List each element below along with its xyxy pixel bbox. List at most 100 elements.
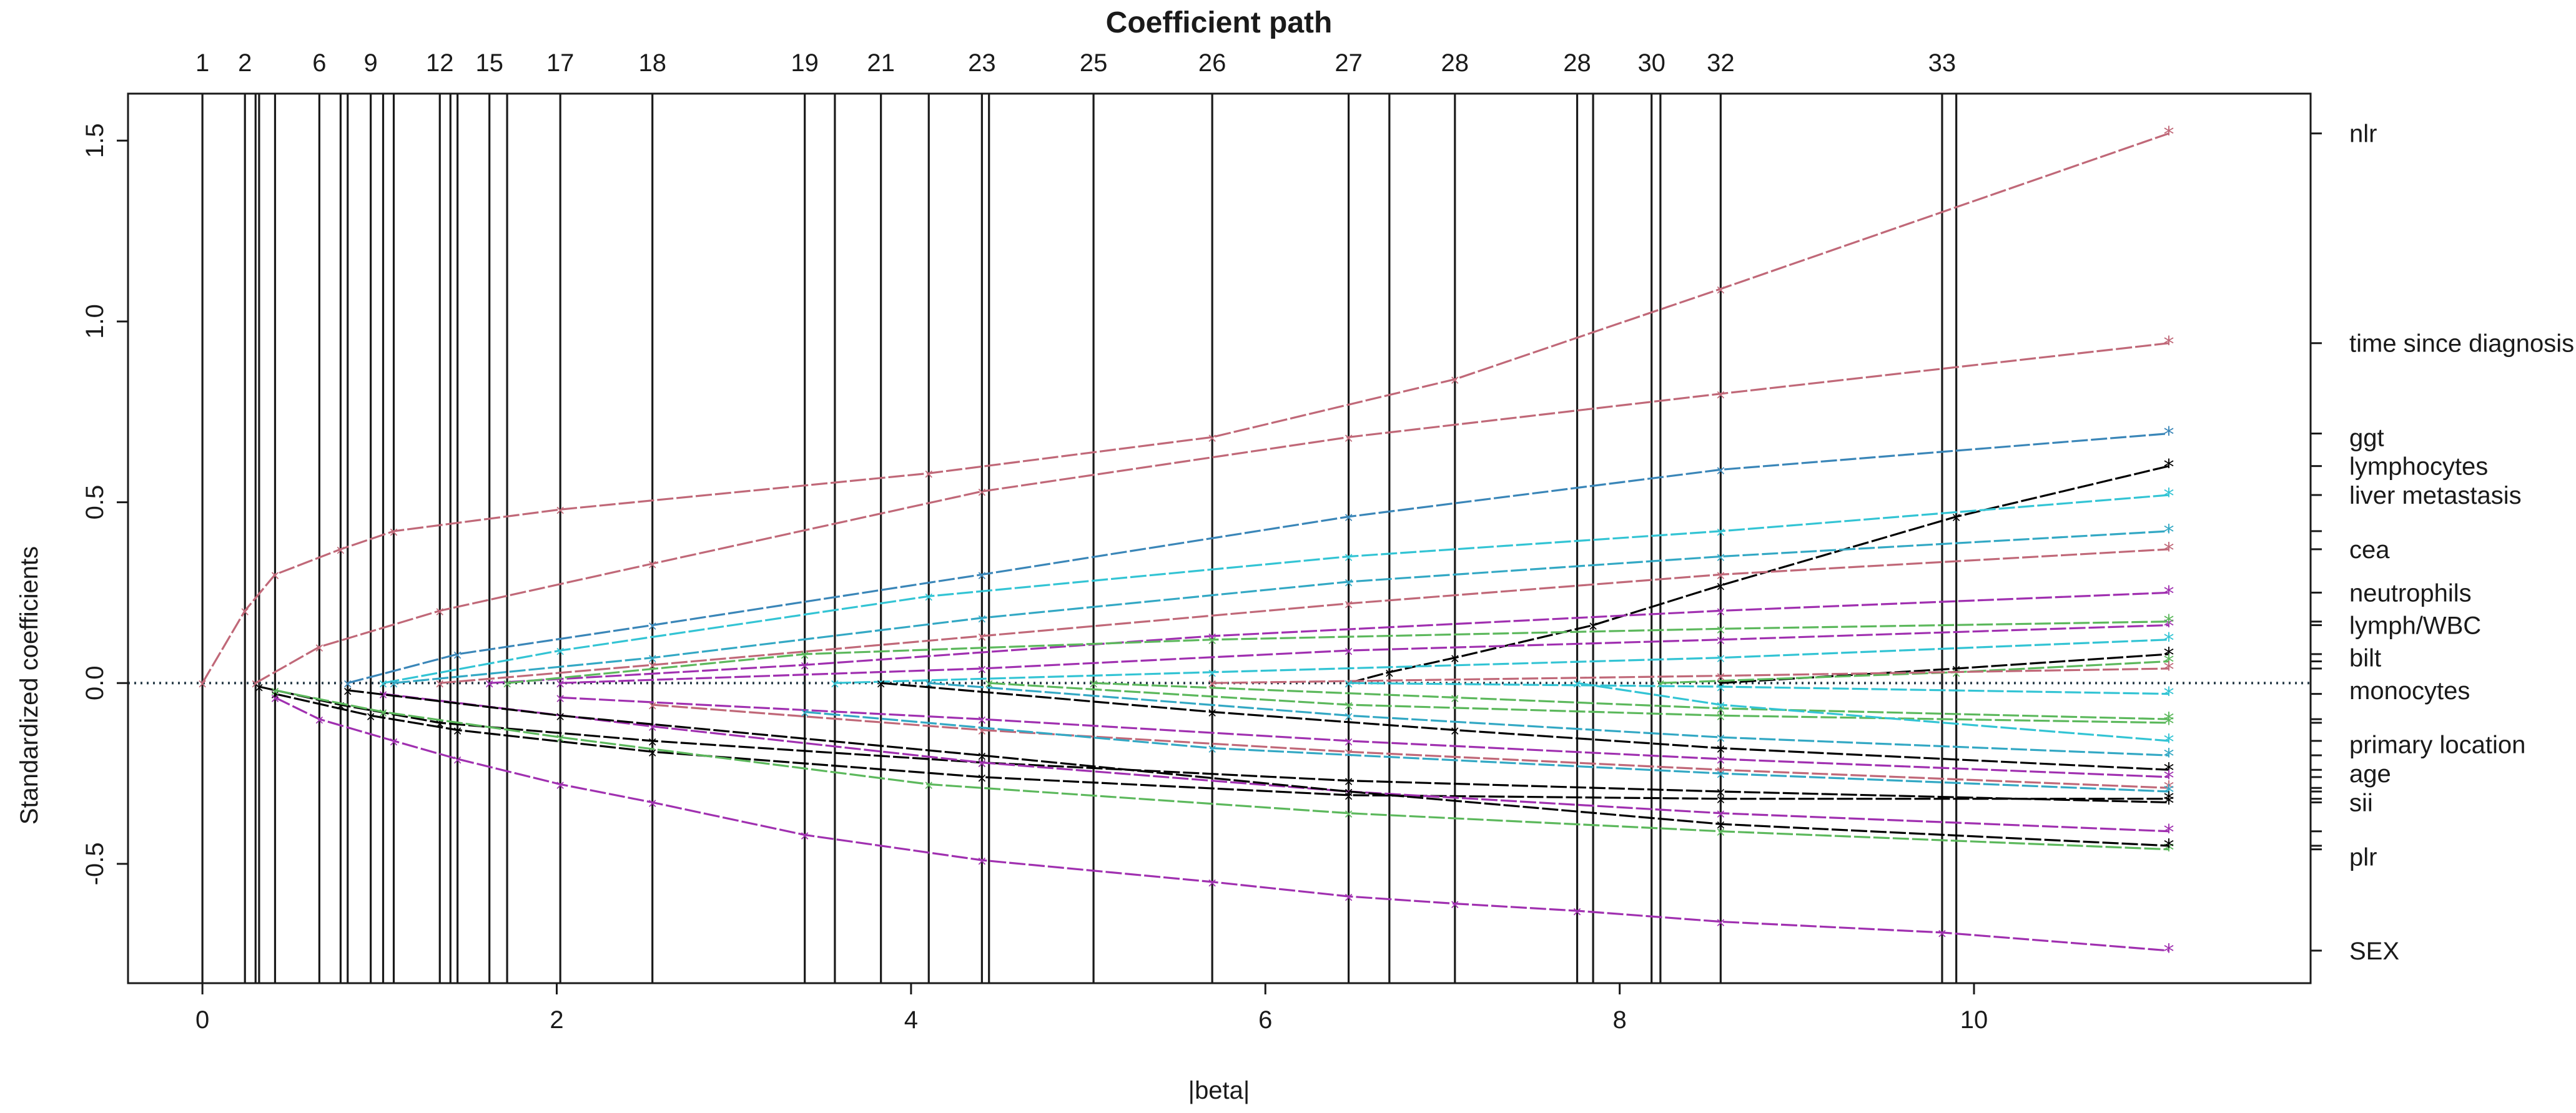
data-point: × — [830, 676, 841, 691]
step-annotation: 1 — [195, 49, 209, 77]
data-point: * — [2164, 629, 2174, 654]
data-point: * — [2164, 484, 2174, 509]
data-point: * — [2164, 455, 2174, 480]
data-point: × — [924, 777, 934, 792]
data-point: × — [555, 676, 566, 691]
variable-label: nlr — [2349, 120, 2377, 148]
data-point: × — [977, 748, 987, 763]
data-point: × — [1207, 741, 1218, 756]
data-point: × — [1715, 752, 1726, 767]
data-point: × — [1449, 690, 1460, 705]
data-point: × — [452, 647, 463, 662]
data-point: × — [1449, 897, 1460, 912]
step-lines — [201, 94, 1958, 983]
data-point: × — [1715, 785, 1726, 800]
data-point: × — [1715, 651, 1726, 666]
data-point: * — [2164, 766, 2174, 791]
series-line-lymph-wbc — [560, 624, 2169, 684]
data-point: × — [555, 503, 566, 517]
y-tick-label: 0.0 — [81, 665, 109, 700]
data-point: × — [1715, 680, 1726, 695]
data-point: × — [1207, 633, 1218, 648]
data-point: * — [2164, 820, 2174, 845]
x-tick-label: 0 — [195, 1006, 209, 1034]
data-point: * — [2164, 791, 2174, 816]
data-point: × — [1207, 665, 1218, 680]
data-point: × — [1715, 708, 1726, 723]
data-point: × — [977, 770, 987, 785]
step-annotation: 19 — [791, 49, 819, 77]
data-point: × — [799, 647, 810, 662]
data-point: × — [977, 712, 987, 727]
data-point: × — [1343, 510, 1354, 525]
data-point: × — [1207, 430, 1218, 445]
series-line-unlabeled — [1212, 667, 2169, 684]
step-annotation: 27 — [1335, 49, 1363, 77]
data-point: × — [647, 795, 658, 810]
data-point: × — [1715, 669, 1726, 684]
data-point: × — [1715, 387, 1726, 402]
data-point: × — [1715, 579, 1726, 594]
data-point: × — [1715, 817, 1726, 832]
data-point: × — [799, 705, 810, 720]
series-line-unlabeled — [804, 710, 2169, 793]
series-line-unlabeled — [834, 639, 2169, 684]
series-line-neutrophils — [489, 591, 2169, 684]
data-point: × — [977, 853, 987, 868]
data-point: * — [2164, 683, 2174, 708]
data-point: × — [1343, 575, 1354, 590]
data-point: × — [1088, 676, 1099, 691]
data-point: × — [1343, 597, 1354, 612]
variable-label: sii — [2349, 789, 2373, 816]
data-point: × — [1715, 792, 1726, 807]
series-line-sex — [274, 696, 2169, 952]
data-point: × — [1343, 745, 1354, 760]
data-point: × — [1343, 708, 1354, 723]
data-point: × — [314, 712, 325, 727]
step-annotation: 30 — [1637, 49, 1666, 77]
y-tick-label: -0.5 — [81, 842, 109, 885]
data-point: * — [2164, 581, 2174, 606]
data-point: × — [1343, 734, 1354, 749]
data-point: * — [2164, 610, 2174, 635]
data-point: × — [799, 658, 810, 673]
data-point: * — [2164, 712, 2174, 737]
x-axis-label: |beta| — [1188, 1077, 1250, 1104]
data-point: × — [647, 557, 658, 572]
data-point: × — [1343, 676, 1354, 691]
data-point: × — [197, 676, 208, 691]
data-point: * — [2164, 122, 2174, 147]
variable-label: lymph/WBC — [2349, 612, 2481, 640]
data-point: * — [2164, 657, 2174, 682]
data-point: × — [1715, 741, 1726, 756]
data-point: × — [977, 723, 987, 738]
data-point: × — [977, 662, 987, 677]
data-point: × — [342, 684, 353, 699]
data-point: × — [1715, 825, 1726, 840]
variable-label: bilt — [2349, 645, 2381, 672]
series-line-unlabeled — [1093, 682, 2169, 720]
series-line-unlabeled — [259, 685, 2169, 803]
step-annotation: 28 — [1563, 49, 1591, 77]
variable-labels: nlr time since diagnosis ggtlymphocytesliv… — [2311, 120, 2574, 965]
variable-label: plr — [2349, 843, 2377, 871]
data-point: × — [388, 524, 399, 539]
step-annotation: 12 — [426, 49, 454, 77]
series-line-ggt — [347, 432, 2169, 684]
data-point: × — [1384, 665, 1394, 680]
chart-title: Coefficient path — [1106, 6, 1333, 39]
data-point: × — [1343, 785, 1354, 800]
data-point: × — [378, 676, 388, 691]
data-point: × — [977, 629, 987, 644]
data-point: × — [1343, 430, 1354, 445]
data-point: × — [555, 690, 566, 705]
data-point: × — [1937, 926, 1948, 941]
data-point: × — [977, 484, 987, 499]
data-point: × — [924, 466, 934, 481]
data-point: * — [2164, 332, 2174, 357]
series-line-lymphocytes — [1348, 465, 2169, 684]
step-annotation: 2 — [238, 49, 252, 77]
data-point: × — [388, 676, 399, 691]
data-point: × — [314, 640, 325, 655]
data-point: × — [452, 723, 463, 738]
